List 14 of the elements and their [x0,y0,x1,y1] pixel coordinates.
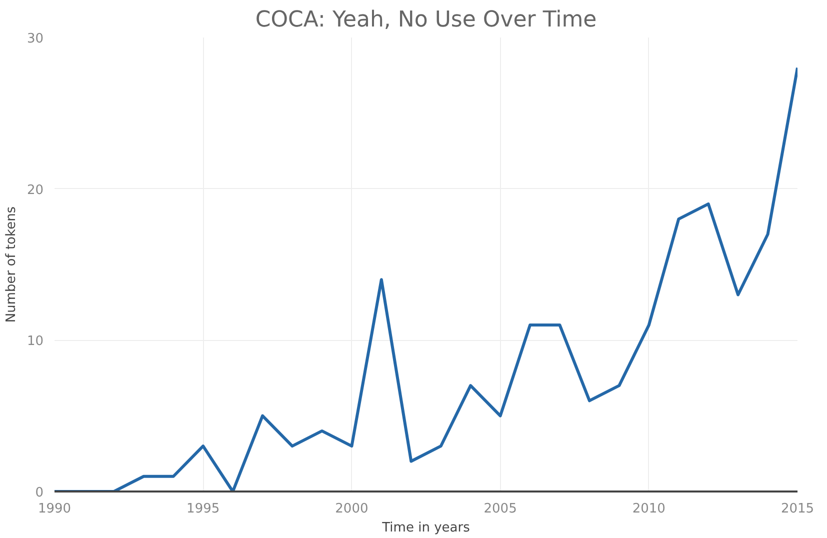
x-tick-label: 2000 [335,502,368,516]
chart-title: COCA: Yeah, No Use Over Time [255,8,597,32]
x-tick-label: 2005 [484,502,517,516]
x-tick-label: 2015 [780,502,814,516]
x-tick-label: 1990 [38,502,72,516]
y-tick-label: 10 [26,334,44,350]
x-axis-title: Time in years [381,520,470,536]
x-tick-label: 2010 [632,502,666,516]
x-tick-label: 1995 [186,502,220,516]
y-tick-label: 20 [26,182,44,198]
y-tick-label: 0 [35,486,44,500]
y-axis-title: Number of tokens [4,206,19,323]
y-tick-label: 30 [26,32,44,46]
line-series [54,66,798,492]
